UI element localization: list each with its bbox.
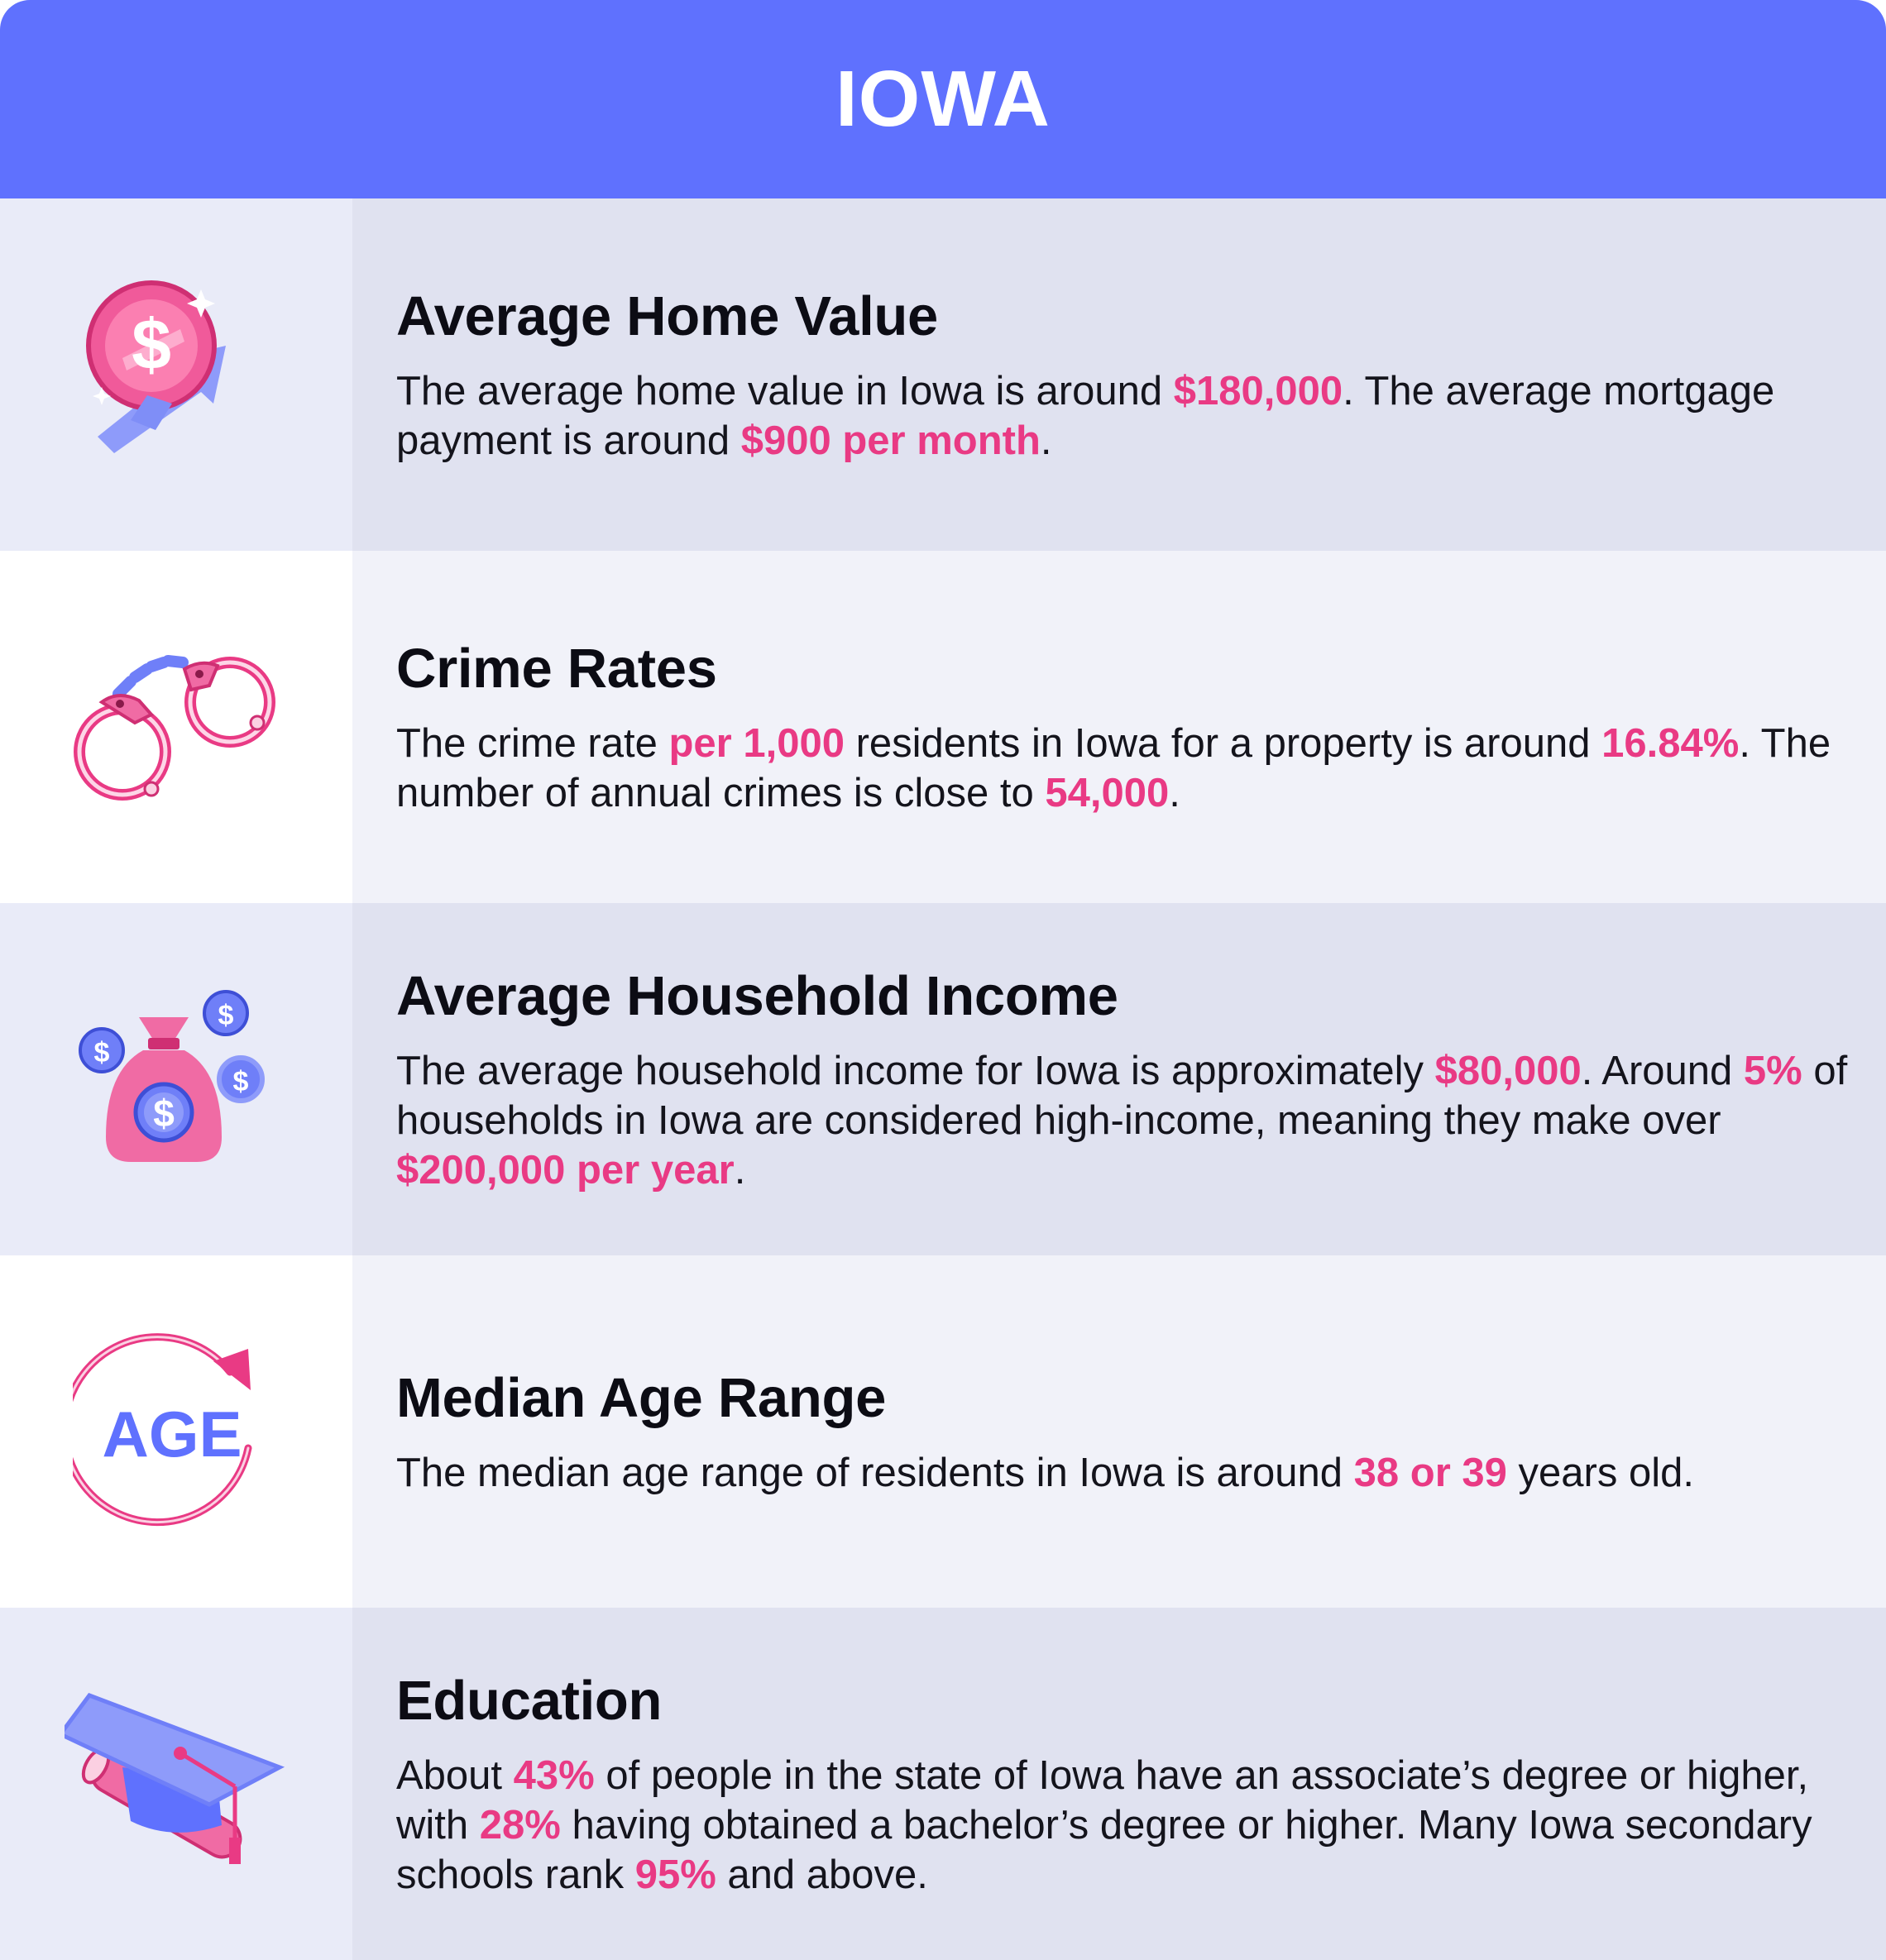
section-description: About 43% of people in the state of Iowa… <box>396 1751 1853 1900</box>
money-bag-icon: $ $ $ $ <box>79 990 265 1162</box>
icon-cell <box>0 1608 352 1960</box>
section-title: Crime Rates <box>396 637 717 700</box>
text-segment: . <box>1169 770 1180 815</box>
text-segment: and above. <box>716 1852 928 1897</box>
section-household-income: $ $ $ $ Average Household Income The ave… <box>0 903 1886 1255</box>
text-segment: of households in Iowa are considered hig… <box>396 1048 1848 1143</box>
text-segment: The average household income for Iowa is… <box>396 1048 1435 1093</box>
text-segment: The average home value in Iowa is around <box>396 368 1174 414</box>
text-segment: . The number of annual crimes is close t… <box>396 720 1831 815</box>
text-segment: of people in the state of Iowa have an a… <box>396 1752 1809 1848</box>
section-title: Average Home Value <box>396 284 938 347</box>
page-title: IOWA <box>835 55 1051 143</box>
highlight-value: per 1,000 <box>668 720 845 766</box>
highlight-value: 54,000 <box>1045 770 1170 815</box>
highlight-value: 43% <box>513 1752 595 1798</box>
icon-cell <box>0 551 352 903</box>
section-crime-rates: Crime Rates The crime rate per 1,000 res… <box>0 551 1886 903</box>
highlight-value: 5% <box>1743 1048 1802 1093</box>
text-cell: Education About 43% of people in the sta… <box>352 1608 1886 1960</box>
svg-text:$: $ <box>132 305 171 385</box>
section-home-value: $ Average Home Value The average home va… <box>0 198 1886 551</box>
section-median-age: AGE Median Age Range The median age rang… <box>0 1255 1886 1608</box>
dollar-coin-growth-icon: $ <box>86 280 226 453</box>
text-segment: having obtained a bachelor’s degree or h… <box>396 1802 1812 1897</box>
icon-cell: $ $ $ $ <box>0 903 352 1255</box>
text-cell: Median Age Range The median age range of… <box>352 1255 1886 1608</box>
text-segment: About <box>396 1752 514 1798</box>
svg-text:$: $ <box>218 1000 234 1031</box>
text-segment: years old. <box>1506 1450 1694 1495</box>
section-description: The average household income for Iowa is… <box>396 1046 1853 1195</box>
handcuffs-icon <box>74 655 275 801</box>
highlight-value: 28% <box>479 1802 561 1848</box>
svg-text:$: $ <box>94 1037 110 1068</box>
age-cycle-icon: AGE <box>73 1333 252 1527</box>
svg-text:$: $ <box>153 1092 175 1135</box>
age-icon-text: AGE <box>102 1398 242 1470</box>
section-description: The median age range of residents in Iow… <box>396 1448 1853 1498</box>
svg-text:$: $ <box>233 1066 249 1097</box>
icon-cell: AGE <box>0 1255 352 1608</box>
section-description: The average home value in Iowa is around… <box>396 366 1853 466</box>
highlight-value: 16.84% <box>1601 720 1740 766</box>
header-banner: IOWA <box>0 0 1886 198</box>
highlight-value: 38 or 39 <box>1353 1450 1507 1495</box>
highlight-value: $900 per month <box>740 418 1041 463</box>
text-segment: residents in Iowa for a property is arou… <box>844 720 1602 766</box>
section-title: Median Age Range <box>396 1366 887 1429</box>
highlight-value: 95% <box>634 1852 716 1897</box>
icon-cell: $ <box>0 198 352 551</box>
text-segment: The median age range of residents in Iow… <box>396 1450 1354 1495</box>
text-segment: . Around <box>1581 1048 1744 1093</box>
section-education: Education About 43% of people in the sta… <box>0 1608 1886 1960</box>
text-segment: . The average mortgage payment is around <box>396 368 1775 463</box>
section-title: Education <box>396 1669 663 1732</box>
section-title: Average Household Income <box>396 964 1118 1027</box>
highlight-value: $80,000 <box>1434 1048 1582 1093</box>
text-cell: Crime Rates The crime rate per 1,000 res… <box>352 551 1886 903</box>
highlight-value: $200,000 per year <box>396 1147 735 1193</box>
graduation-cap-diploma-icon <box>65 1692 285 1864</box>
highlight-value: $180,000 <box>1173 368 1343 414</box>
text-segment: . <box>1040 418 1052 463</box>
text-segment: The crime rate <box>396 720 669 766</box>
text-cell: Average Household Income The average hou… <box>352 903 1886 1255</box>
text-cell: Average Home Value The average home valu… <box>352 198 1886 551</box>
section-description: The crime rate per 1,000 residents in Io… <box>396 719 1853 818</box>
text-segment: . <box>734 1147 746 1193</box>
